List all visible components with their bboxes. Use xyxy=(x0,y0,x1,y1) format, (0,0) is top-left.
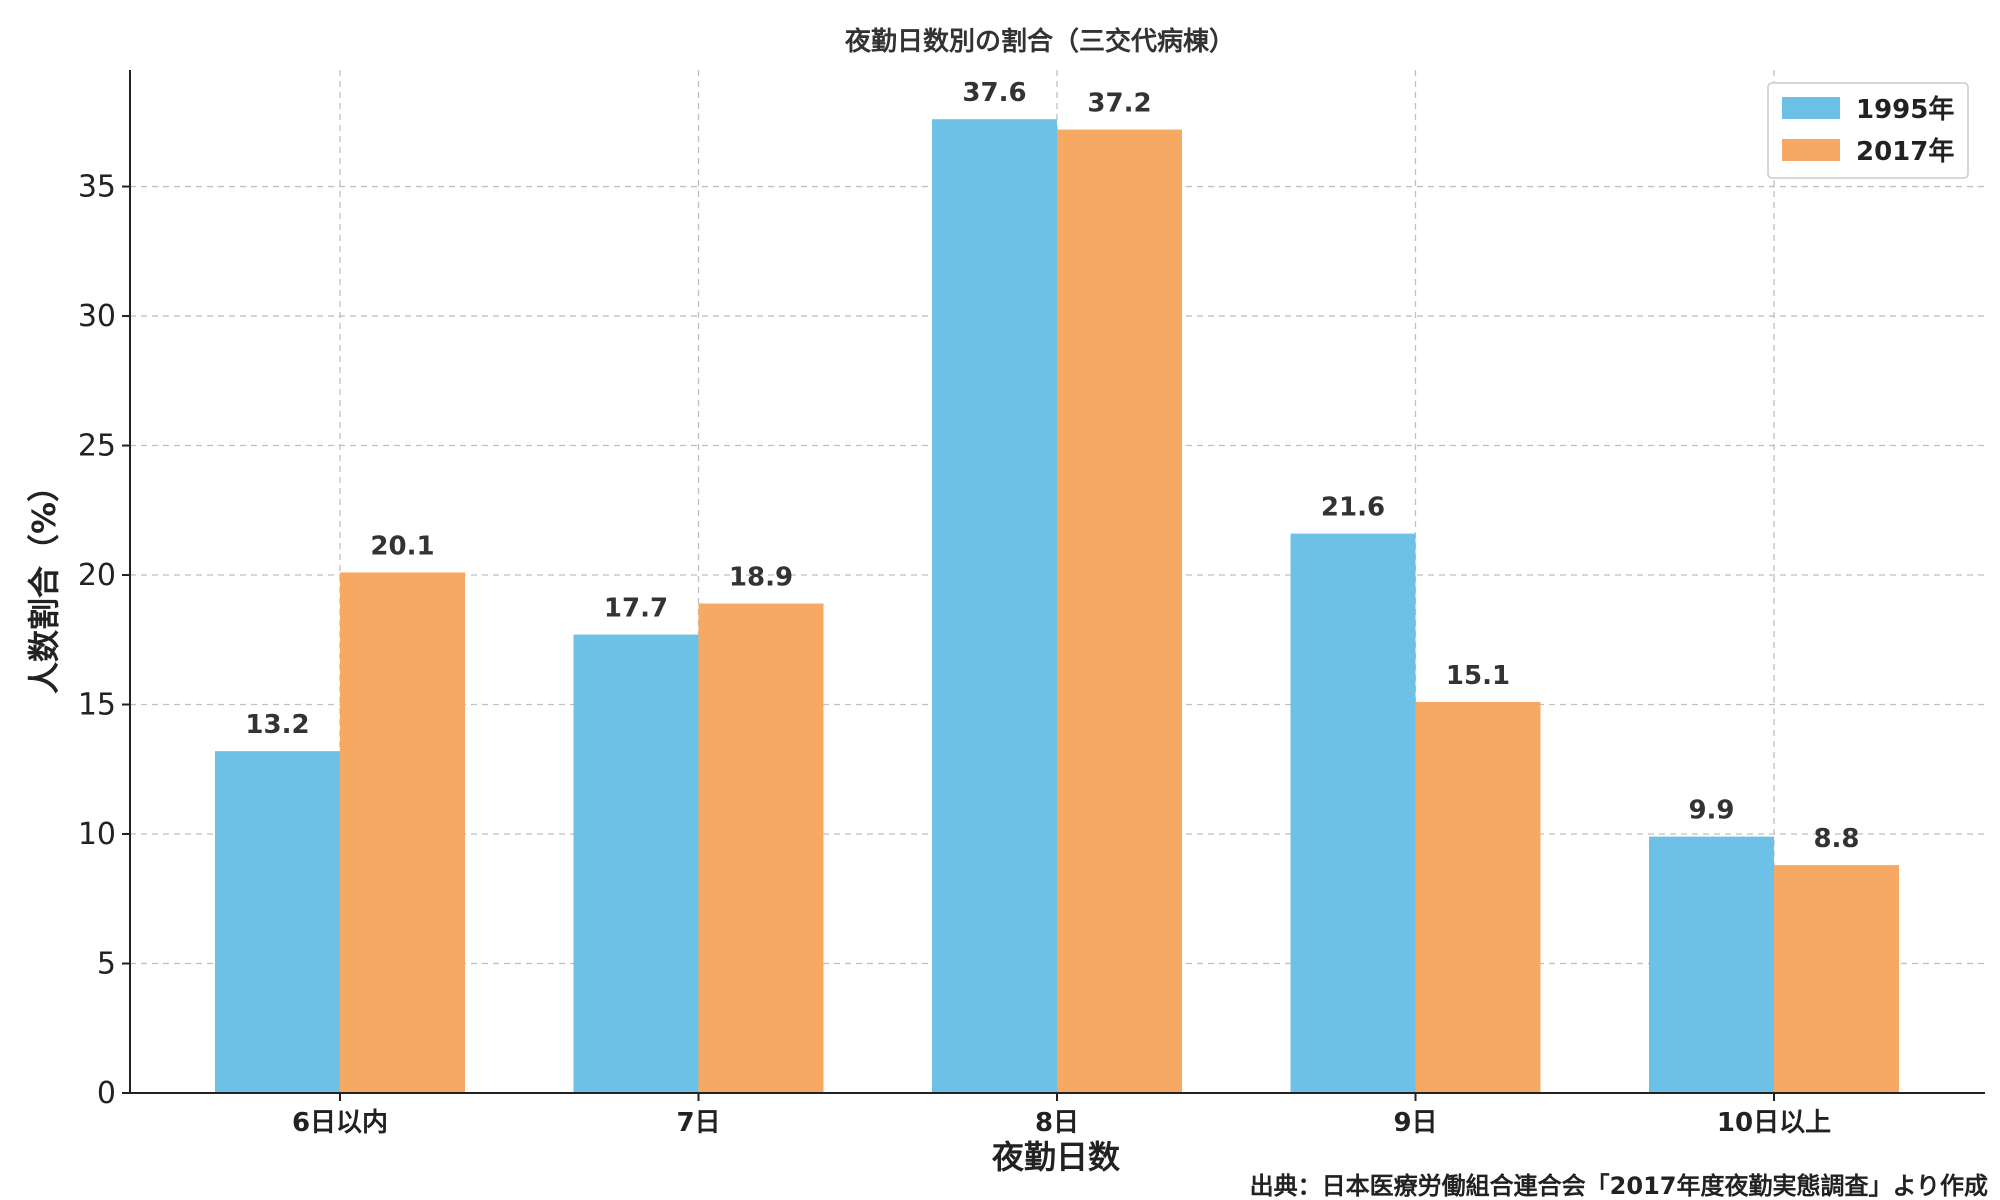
data-label: 37.6 xyxy=(962,78,1026,108)
bar-1995年-9日 xyxy=(1290,533,1416,1093)
bar-2017年-10日以上 xyxy=(1774,865,1899,1093)
bar-1995年-8日 xyxy=(932,119,1057,1094)
y-tick-label: 15 xyxy=(78,688,116,723)
legend-label: 2017年 xyxy=(1856,136,1954,167)
data-label: 37.2 xyxy=(1087,89,1151,119)
data-label: 13.2 xyxy=(245,710,309,740)
data-label: 20.1 xyxy=(370,531,434,561)
data-label: 21.6 xyxy=(1321,493,1385,523)
bar-2017年-7日 xyxy=(698,603,824,1093)
x-tick-label: 6日以内 xyxy=(292,1108,388,1138)
bar-2017年-9日 xyxy=(1415,701,1541,1093)
data-label: 9.9 xyxy=(1688,796,1734,826)
y-tick-label: 0 xyxy=(97,1076,116,1111)
y-tick-label: 20 xyxy=(78,558,116,593)
data-label: 15.1 xyxy=(1446,661,1510,691)
data-label: 17.7 xyxy=(604,594,668,624)
y-tick-label: 30 xyxy=(78,299,116,334)
y-tick-label: 35 xyxy=(78,170,116,205)
x-tick-label: 8日 xyxy=(1035,1108,1079,1138)
x-tick-label: 7日 xyxy=(676,1108,720,1138)
legend-label: 1995年 xyxy=(1856,94,1954,125)
legend: 1995年 2017年 xyxy=(1767,82,1969,179)
x-ticks: 6日以内 7日 8日 9日 10日以上 xyxy=(292,1093,1831,1138)
data-labels: 13.2 17.7 37.6 21.6 9.9 20.1 18.9 37.2 15.1 8.8 xyxy=(245,78,1859,854)
x-tick-label: 9日 xyxy=(1393,1108,1437,1138)
bar-1995年-7日 xyxy=(573,634,699,1093)
y-axis-label: 人数割合（%） xyxy=(25,470,63,694)
bar-1995年-6日以内 xyxy=(215,751,340,1093)
bar-2017年-6日以内 xyxy=(340,572,465,1093)
bar-2017年-8日 xyxy=(1057,129,1182,1094)
source-note: 出典：日本医療労働組合連合会「2017年度夜勤実態調査」より作成 xyxy=(1250,1172,1988,1200)
data-label: 18.9 xyxy=(729,563,793,593)
x-tick-label: 10日以上 xyxy=(1717,1108,1831,1138)
y-ticks: 0 5 10 15 20 25 30 35 xyxy=(78,170,130,1111)
legend-swatch xyxy=(1782,97,1840,119)
x-axis-label: 夜勤日数 xyxy=(991,1138,1121,1176)
bar-1995年-10日以上 xyxy=(1649,836,1774,1093)
y-tick-label: 10 xyxy=(78,817,116,852)
y-tick-label: 5 xyxy=(97,947,116,982)
bars xyxy=(215,119,1899,1094)
y-tick-label: 25 xyxy=(78,429,116,464)
legend-swatch xyxy=(1782,139,1840,161)
data-label: 8.8 xyxy=(1813,824,1859,854)
chart-title: 夜勤日数別の割合（三交代病棟） xyxy=(844,26,1235,57)
